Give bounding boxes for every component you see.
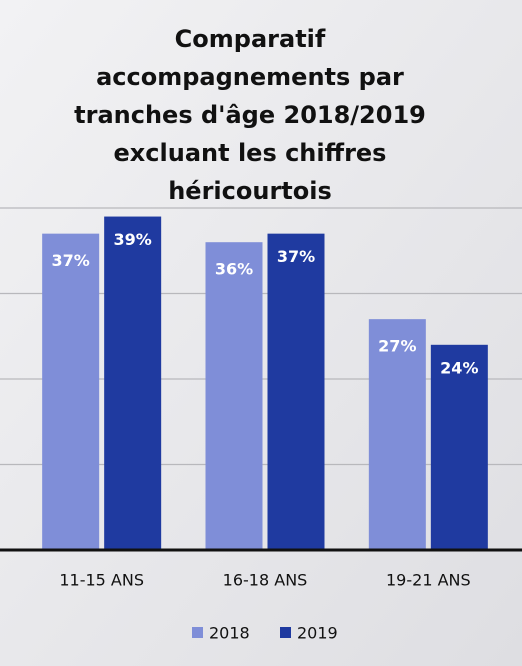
- data-label: 37%: [52, 251, 90, 270]
- chart-title: héricourtois: [168, 177, 332, 205]
- data-label: 27%: [378, 337, 416, 356]
- data-label: 39%: [114, 230, 152, 249]
- legend-label: 2018: [209, 624, 250, 643]
- bar: [267, 233, 325, 550]
- legend-swatch: [280, 627, 291, 638]
- data-label: 36%: [215, 260, 253, 279]
- chart-title: excluant les chiffres: [114, 139, 387, 167]
- legend-swatch: [192, 627, 203, 638]
- bar: [205, 242, 263, 550]
- x-tick-label: 11-15 ANS: [59, 571, 144, 590]
- x-tick-label: 16-18 ANS: [223, 571, 308, 590]
- chart-title: tranches d'âge 2018/2019: [74, 101, 426, 129]
- chart-title: Comparatif: [175, 25, 326, 53]
- bar: [104, 216, 162, 551]
- data-label: 37%: [277, 247, 315, 266]
- chart-title: accompagnements par: [96, 63, 404, 91]
- legend-label: 2019: [297, 624, 338, 643]
- bar: [368, 319, 426, 550]
- bar: [430, 344, 488, 550]
- data-label: 24%: [440, 358, 478, 377]
- x-tick-label: 19-21 ANS: [386, 571, 471, 590]
- bar: [42, 233, 100, 550]
